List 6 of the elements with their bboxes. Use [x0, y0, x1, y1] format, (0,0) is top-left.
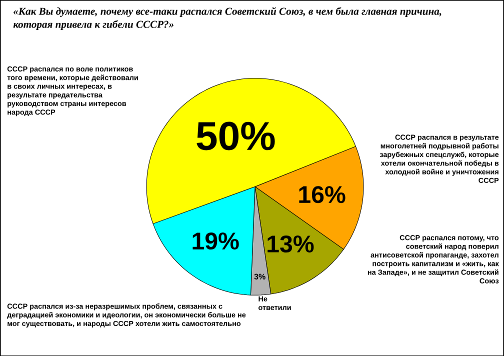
data-label: 50% [196, 122, 275, 150]
data-label: 19% [192, 232, 239, 250]
data-label: 16% [299, 186, 346, 203]
chart-title: «Как Вы думаете, почему все-таки распался Советский Союз, в чем была главная причина, которая привела к гибели СССР?» [13, 6, 442, 30]
data-label: 13% [268, 235, 314, 252]
data-label: 3% [254, 274, 266, 280]
